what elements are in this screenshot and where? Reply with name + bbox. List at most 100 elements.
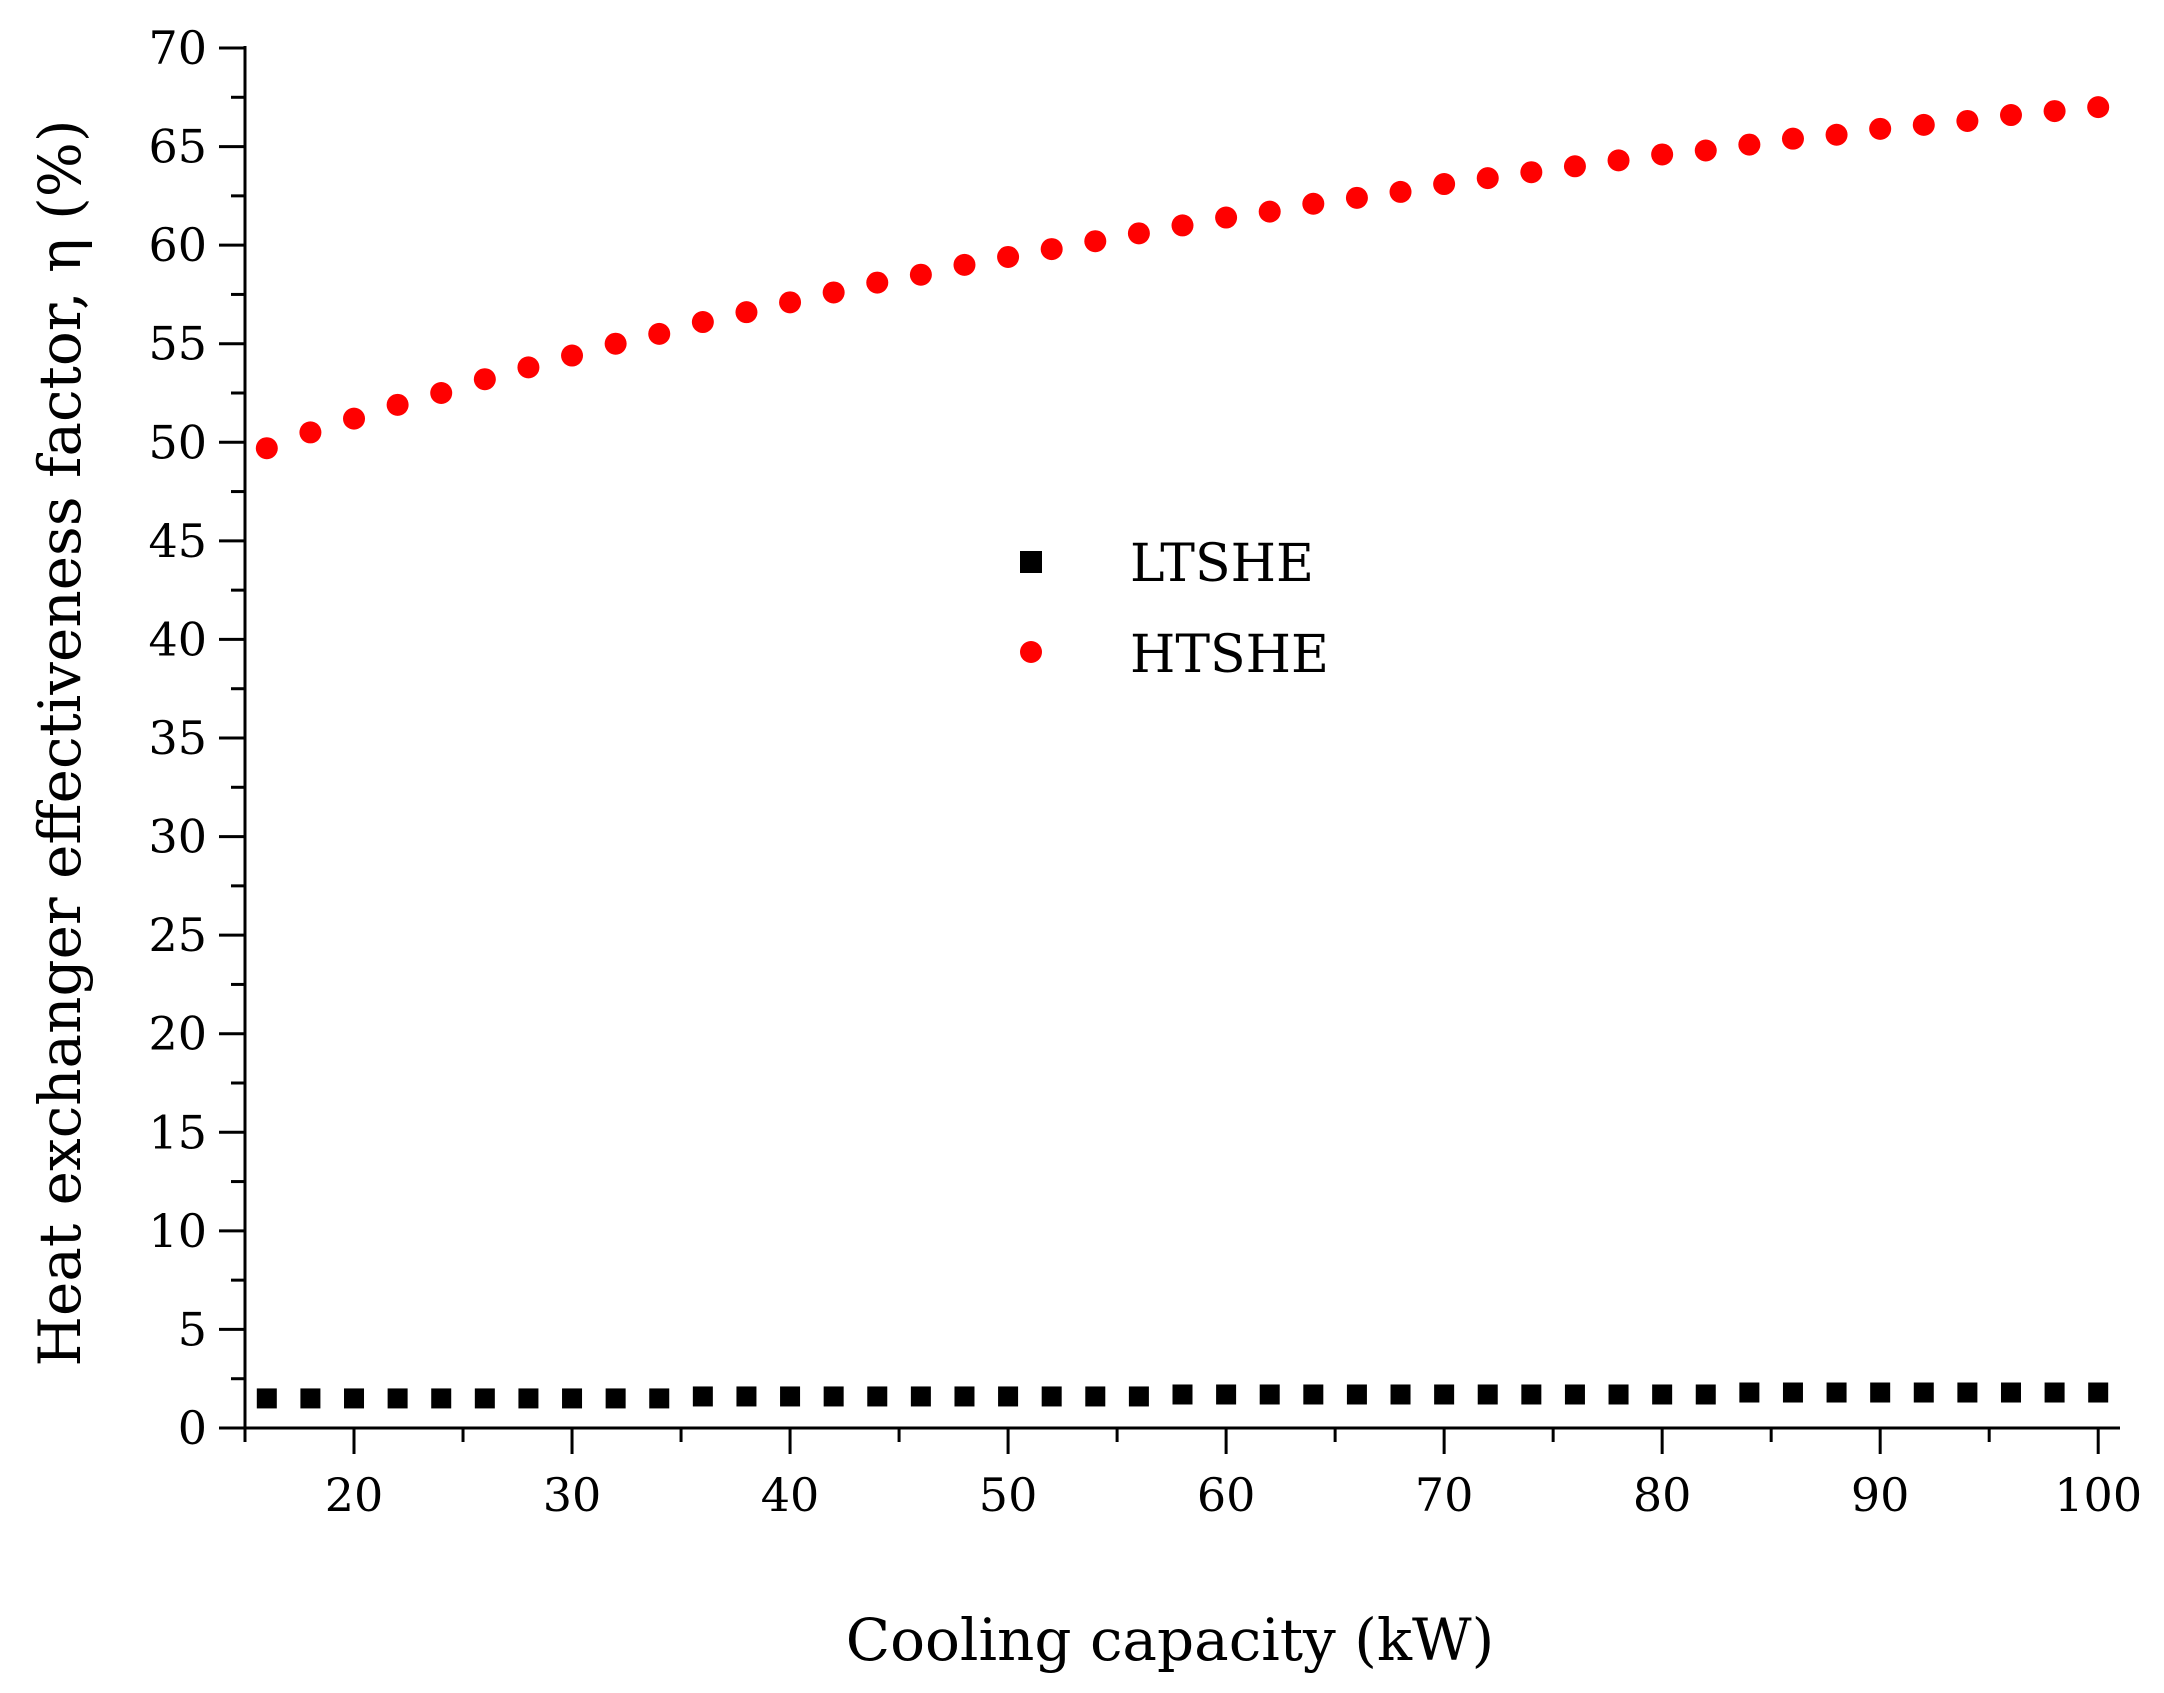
y-tick-label: 30	[148, 810, 207, 864]
ltshe-point	[1085, 1386, 1106, 1407]
htshe-point	[1127, 222, 1150, 245]
y-tick-label: 20	[148, 1007, 207, 1061]
x-tick-label: 20	[325, 1468, 384, 1522]
ltshe-point	[1216, 1384, 1237, 1405]
ltshe-point	[1477, 1384, 1498, 1405]
ltshe-point	[1259, 1384, 1280, 1405]
ltshe-point	[300, 1388, 321, 1409]
htshe-point	[648, 322, 671, 345]
htshe-point	[1738, 133, 1761, 156]
legend-marker-ltshe	[1020, 551, 1042, 573]
htshe-point	[1258, 200, 1281, 223]
htshe-point	[1433, 173, 1456, 196]
y-tick-label: 65	[148, 120, 207, 174]
ltshe-point	[1346, 1384, 1367, 1405]
ltshe-point	[1172, 1384, 1193, 1405]
htshe-point	[561, 344, 584, 367]
htshe-point	[866, 271, 889, 294]
ltshe-point	[2088, 1382, 2109, 1403]
ltshe-point	[910, 1386, 931, 1407]
y-tick-label: 35	[148, 711, 207, 765]
legend-label-htshe: HTSHE	[1130, 625, 1329, 685]
htshe-point	[1956, 109, 1979, 132]
htshe-point	[909, 263, 932, 286]
htshe-point	[1389, 180, 1412, 203]
axes	[243, 46, 2120, 1430]
htshe-point	[1781, 127, 1804, 150]
ltshe-point	[1913, 1382, 1934, 1403]
htshe-point	[299, 421, 322, 444]
x-tick-label: 60	[1197, 1468, 1256, 1522]
ltshe-point	[998, 1386, 1019, 1407]
x-tick-label: 30	[543, 1468, 602, 1522]
legend-label-ltshe: LTSHE	[1130, 534, 1314, 594]
ltshe-point	[256, 1388, 277, 1409]
legend-marker-htshe	[1020, 641, 1042, 663]
ltshe-point	[344, 1388, 365, 1409]
htshe-point	[1040, 238, 1063, 261]
htshe-point	[822, 281, 845, 304]
ltshe-point	[1826, 1382, 1847, 1403]
ltshe-point	[1695, 1384, 1716, 1405]
htshe-point	[473, 368, 496, 391]
ltshe-point	[2044, 1382, 2065, 1403]
htshe-point	[997, 245, 1020, 268]
htshe-point	[1563, 155, 1586, 178]
ticks: 0 5 10 15 20 25 30 35 40 45 50 55 60 65 70 20 30 40 50 60 70…	[148, 21, 2142, 1522]
htshe-point	[2087, 96, 2110, 119]
ltshe-point	[474, 1388, 495, 1409]
y-tick-label: 70	[148, 21, 207, 75]
ltshe-point	[1608, 1384, 1629, 1405]
htshe-point	[953, 253, 976, 276]
ltshe-point	[823, 1386, 844, 1407]
htshe-point	[430, 382, 453, 404]
ltshe-point	[867, 1386, 888, 1407]
ltshe-point	[518, 1388, 539, 1409]
x-tick-label: 40	[761, 1468, 820, 1522]
x-tick-label: 100	[2054, 1468, 2142, 1522]
ltshe-point	[954, 1386, 975, 1407]
ltshe-point	[1870, 1382, 1891, 1403]
ltshe-point	[562, 1388, 583, 1409]
htshe-point	[255, 437, 278, 460]
ltshe-point	[2000, 1382, 2021, 1403]
ltshe-point	[736, 1386, 757, 1407]
ltshe-point	[649, 1388, 670, 1409]
ltshe-point	[1739, 1382, 1760, 1403]
htshe-point	[1912, 113, 1935, 136]
ltshe-point	[1521, 1384, 1542, 1405]
ltshe-point	[1782, 1382, 1803, 1403]
htshe-point	[1520, 161, 1543, 184]
ltshe-point	[431, 1388, 452, 1409]
ltshe-point	[1957, 1382, 1978, 1403]
ltshe-point	[1564, 1384, 1585, 1405]
x-tick-label: 50	[979, 1468, 1038, 1522]
ltshe-point	[1652, 1384, 1673, 1405]
y-tick-label: 0	[178, 1401, 207, 1455]
htshe-point	[1825, 123, 1848, 146]
y-tick-label: 55	[148, 317, 207, 371]
y-axis-title: Heat exchanger effectiveness factor, η (…	[26, 119, 94, 1366]
htshe-point	[735, 301, 758, 324]
htshe-point	[1345, 186, 1368, 209]
x-tick-label: 80	[1633, 1468, 1692, 1522]
y-tick-label: 10	[148, 1204, 207, 1258]
y-tick-label: 50	[148, 415, 207, 469]
htshe-point	[2043, 100, 2066, 123]
ltshe-point	[1434, 1384, 1455, 1405]
y-tick-label: 5	[178, 1302, 207, 1356]
htshe-point	[779, 291, 802, 314]
ltshe-point	[387, 1388, 408, 1409]
ltshe-point	[1041, 1386, 1062, 1407]
y-tick-label: 15	[148, 1105, 207, 1159]
htshe-point	[1607, 149, 1630, 172]
ltshe-point	[1303, 1384, 1324, 1405]
ltshe-point	[1128, 1386, 1149, 1407]
htshe-point	[386, 393, 409, 416]
htshe-point	[1302, 192, 1325, 215]
y-tick-label: 45	[148, 514, 207, 568]
htshe-point	[604, 332, 627, 355]
ltshe-point	[1390, 1384, 1411, 1405]
htshe-point	[1084, 230, 1107, 253]
data-marks	[255, 96, 2110, 1409]
